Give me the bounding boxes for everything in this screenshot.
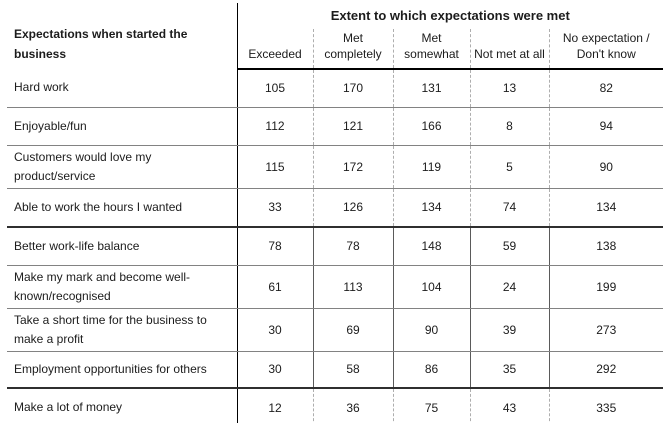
- column-header-met-somewhat: Met somewhat: [392, 29, 470, 70]
- expectations-table: Expectations when started the business E…: [7, 3, 664, 423]
- cell-value: 39: [469, 308, 549, 352]
- column-header-exceeded: Exceeded: [236, 29, 313, 70]
- cell-value: 86: [392, 351, 470, 389]
- row-label: Make a lot of money: [7, 388, 237, 423]
- cell-value: 5: [469, 145, 549, 189]
- cell-value: 59: [469, 227, 549, 266]
- table-row: Make my mark and become well-known/recog…: [7, 265, 664, 309]
- cell-value: 58: [312, 351, 393, 389]
- cell-value: 134: [392, 188, 470, 228]
- cell-value: 69: [312, 308, 393, 352]
- cell-value: 335: [548, 388, 664, 423]
- cell-value: 172: [312, 145, 393, 189]
- cell-value: 121: [312, 107, 393, 146]
- row-label: Make my mark and become well-known/recog…: [7, 265, 237, 309]
- cell-value: 104: [392, 265, 470, 309]
- cell-value: 30: [236, 308, 313, 352]
- table-row: Customers would love my product/service …: [7, 145, 664, 189]
- cell-value: 35: [469, 351, 549, 389]
- cell-value: 138: [548, 227, 664, 266]
- cell-value: 105: [236, 69, 313, 108]
- cell-value: 13: [469, 69, 549, 108]
- cell-value: 126: [312, 188, 393, 228]
- column-header-row: Exceeded Met completely Met somewhat Not…: [7, 29, 664, 70]
- row-label: Better work-life balance: [7, 227, 237, 266]
- row-header-cell: Expectations when started the business: [14, 27, 188, 61]
- cell-value: 24: [469, 265, 549, 309]
- column-header-no-expectation: No expectation / Don't know: [548, 29, 664, 70]
- cell-value: 166: [392, 107, 470, 146]
- table-title: Extent to which expectations were met: [236, 3, 664, 29]
- cell-value: 78: [236, 227, 313, 266]
- table-row: Make a lot of money 12 36 75 43 335: [7, 388, 664, 423]
- table-row: Able to work the hours I wanted 33 126 1…: [7, 188, 664, 228]
- cell-value: 75: [392, 388, 470, 423]
- row-label: Take a short time for the business to ma…: [7, 308, 237, 352]
- table-row: Enjoyable/fun 112 121 166 8 94: [7, 107, 664, 146]
- cell-value: 90: [548, 145, 664, 189]
- cell-value: 131: [392, 69, 470, 108]
- cell-value: 43: [469, 388, 549, 423]
- table-title-row: Expectations when started the business E…: [7, 3, 664, 61]
- cell-value: 61: [236, 265, 313, 309]
- cell-value: 8: [469, 107, 549, 146]
- cell-value: 115: [236, 145, 313, 189]
- cell-value: 78: [312, 227, 393, 266]
- table-row: Employment opportunities for others 30 5…: [7, 351, 664, 389]
- row-label: Employment opportunities for others: [7, 351, 237, 389]
- column-header-not-met-at-all: Not met at all: [469, 29, 549, 70]
- column-header-met-completely: Met completely: [312, 29, 393, 70]
- cell-value: 90: [392, 308, 470, 352]
- cell-value: 94: [548, 107, 664, 146]
- cell-value: 148: [392, 227, 470, 266]
- cell-value: 292: [548, 351, 664, 389]
- cell-value: 33: [236, 188, 313, 228]
- cell-value: 113: [312, 265, 393, 309]
- table-row: Take a short time for the business to ma…: [7, 308, 664, 352]
- cell-value: 30: [236, 351, 313, 389]
- table-row: Hard work 105 170 131 13 82: [7, 69, 664, 108]
- row-label: Able to work the hours I wanted: [7, 188, 237, 228]
- cell-value: 199: [548, 265, 664, 309]
- cell-value: 273: [548, 308, 664, 352]
- cell-value: 112: [236, 107, 313, 146]
- cell-value: 134: [548, 188, 664, 228]
- row-label: Customers would love my product/service: [7, 145, 237, 189]
- row-label: Hard work: [7, 69, 237, 108]
- table-row: Better work-life balance 78 78 148 59 13…: [7, 227, 664, 266]
- cell-value: 82: [548, 69, 664, 108]
- row-label: Enjoyable/fun: [7, 107, 237, 146]
- cell-value: 170: [312, 69, 393, 108]
- cell-value: 12: [236, 388, 313, 423]
- cell-value: 36: [312, 388, 393, 423]
- cell-value: 74: [469, 188, 549, 228]
- cell-value: 119: [392, 145, 470, 189]
